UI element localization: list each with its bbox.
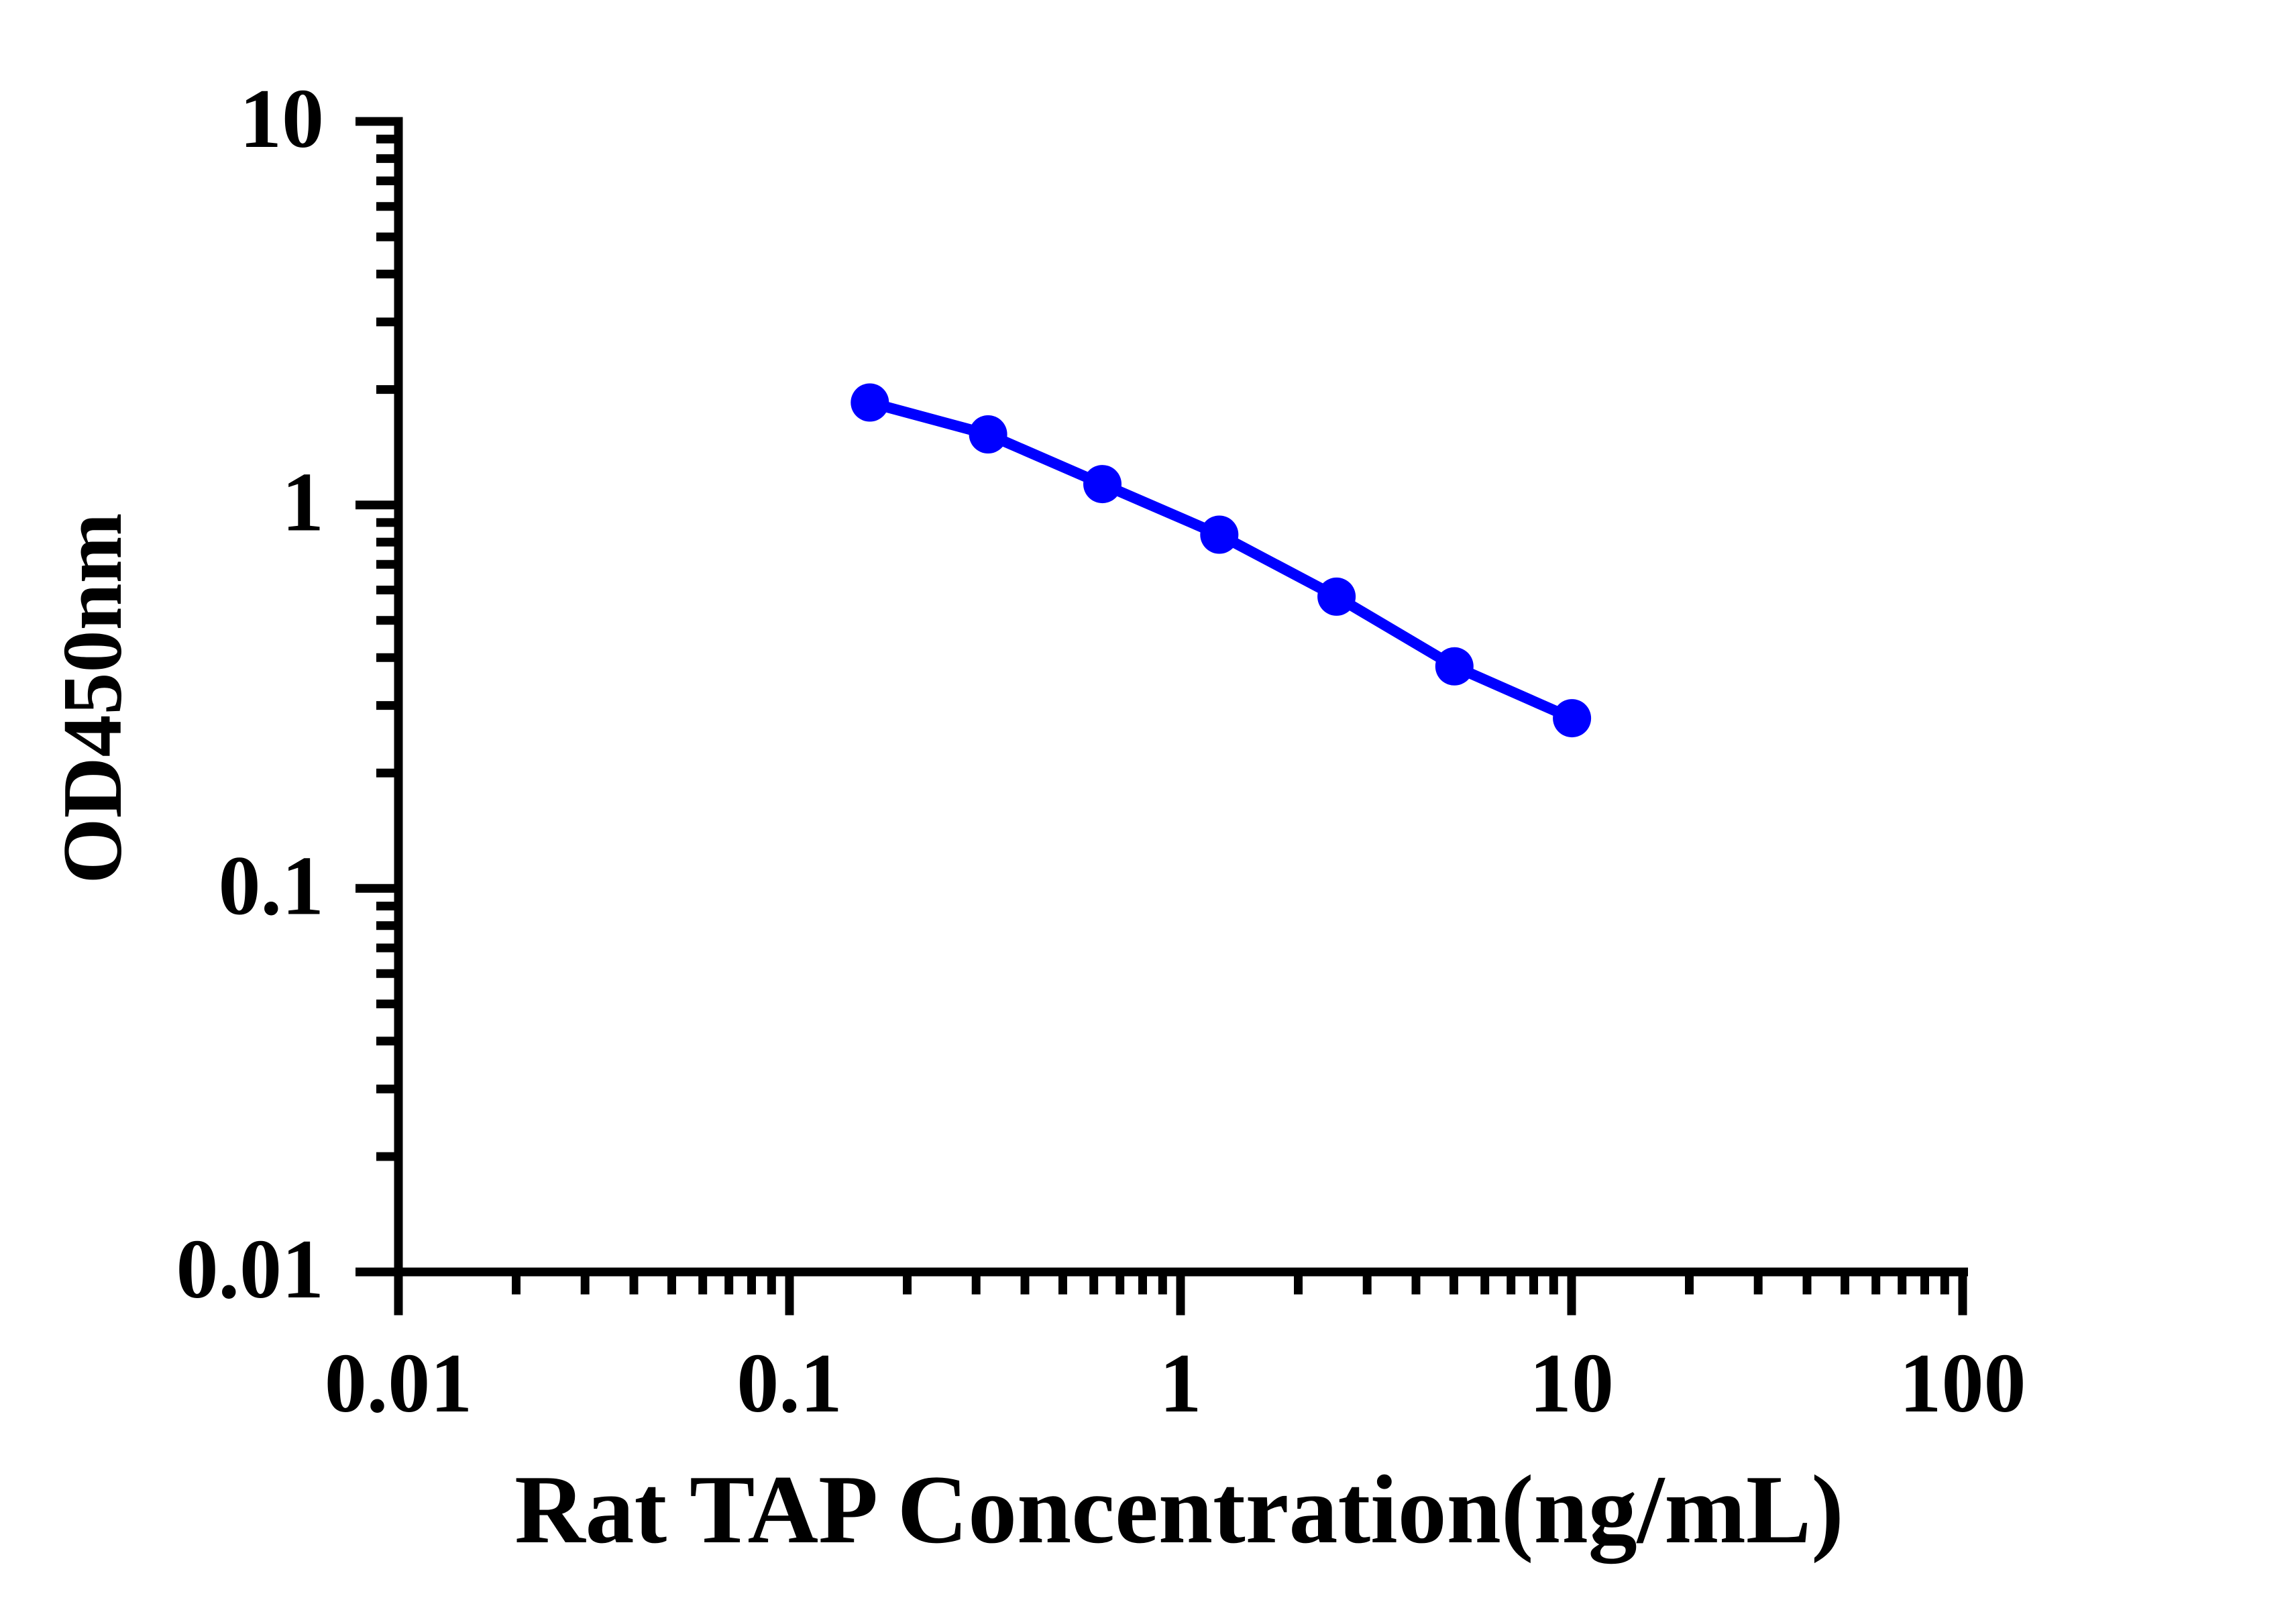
- svg-text:1: 1: [1160, 1337, 1202, 1430]
- svg-text:10: 10: [239, 72, 324, 166]
- svg-text:1: 1: [282, 456, 324, 549]
- svg-text:0.01: 0.01: [325, 1337, 473, 1430]
- svg-text:100: 100: [1900, 1337, 2026, 1430]
- svg-text:0.1: 0.1: [736, 1337, 842, 1430]
- svg-text:10: 10: [1529, 1337, 1614, 1430]
- svg-text:Rat TAP Concentration(ng/mL): Rat TAP Concentration(ng/mL): [514, 1455, 1844, 1564]
- svg-text:0.01: 0.01: [176, 1223, 325, 1316]
- svg-text:OD450nm: OD450nm: [46, 513, 140, 884]
- svg-text:0.1: 0.1: [219, 839, 325, 932]
